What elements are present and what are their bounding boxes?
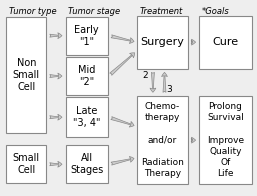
Text: Mid
"2": Mid "2" (78, 65, 95, 87)
Text: Tumor type: Tumor type (9, 7, 57, 16)
Text: Early
"1": Early "1" (75, 24, 99, 47)
Text: All
Stages: All Stages (70, 153, 103, 175)
Text: Tumor stage: Tumor stage (68, 7, 120, 16)
FancyBboxPatch shape (137, 96, 188, 184)
FancyBboxPatch shape (66, 97, 108, 137)
FancyBboxPatch shape (6, 145, 46, 183)
Text: 3: 3 (167, 85, 172, 94)
FancyBboxPatch shape (199, 96, 252, 184)
FancyBboxPatch shape (199, 16, 252, 69)
FancyBboxPatch shape (6, 17, 46, 133)
FancyBboxPatch shape (66, 145, 108, 183)
Text: Surgery: Surgery (141, 37, 185, 47)
Text: 2: 2 (142, 71, 148, 80)
FancyBboxPatch shape (66, 17, 108, 55)
Text: Late
"3, 4": Late "3, 4" (73, 106, 100, 128)
Text: Small
Cell: Small Cell (13, 153, 40, 175)
FancyBboxPatch shape (137, 16, 188, 69)
Text: Cure: Cure (213, 37, 238, 47)
Text: Non
Small
Cell: Non Small Cell (13, 58, 40, 92)
Text: *Goals: *Goals (202, 7, 230, 16)
Text: Treatment: Treatment (140, 7, 183, 16)
FancyBboxPatch shape (66, 57, 108, 95)
Text: Prolong
Survival

Improve
Quality
Of
Life: Prolong Survival Improve Quality Of Life (207, 102, 244, 178)
Text: Chemo-
therapy

and/or

Radiation
Therapy: Chemo- therapy and/or Radiation Therapy (141, 102, 184, 178)
